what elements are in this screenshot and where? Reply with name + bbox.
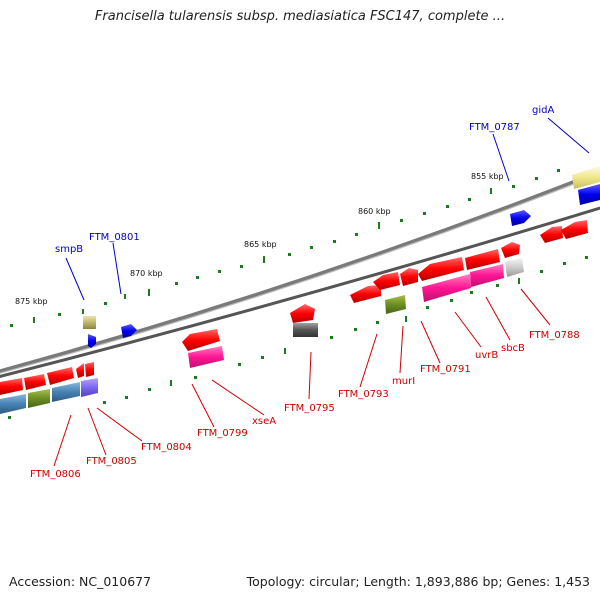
- gene-glyph-smpB[interactable]: [83, 316, 96, 348]
- gene-label-FTM_0787[interactable]: FTM_0787: [469, 122, 520, 133]
- gene-label-gidA[interactable]: gidA: [532, 105, 554, 116]
- genome-summary-text: Topology: circular; Length: 1,893,886 bp…: [246, 574, 590, 589]
- gene-label-FTM_0799[interactable]: FTM_0799: [197, 428, 248, 439]
- leader-lines-upper: [65, 117, 590, 301]
- gene-label-FTM_0788[interactable]: FTM_0788: [529, 330, 580, 341]
- gene-glyph-FTM_0804[interactable]: [47, 362, 98, 402]
- scale-label-870: 870 kbp: [130, 269, 163, 278]
- gene-glyph-murI[interactable]: [385, 295, 406, 314]
- gene-label-FTM_0806[interactable]: FTM_0806: [30, 469, 81, 480]
- gene-label-FTM_0804[interactable]: FTM_0804: [141, 442, 192, 453]
- gene-glyph-FTM_0795[interactable]: [290, 304, 318, 337]
- backbone-inner: [0, 173, 600, 374]
- gene-label-FTM_0791[interactable]: FTM_0791: [420, 364, 471, 375]
- gene-glyph-xseA[interactable]: [188, 346, 224, 368]
- scale-track-lower: [8, 256, 588, 419]
- scale-track-upper: [10, 169, 560, 327]
- gene-glyph-FTM_0806[interactable]: [0, 378, 26, 414]
- gene-glyph-FTM_0805[interactable]: [24, 374, 50, 408]
- gene-glyph-gidA[interactable]: [572, 166, 600, 205]
- gene-glyph-FTM_0791[interactable]: [373, 268, 418, 290]
- scale-label-860: 860 kbp: [358, 207, 391, 216]
- scale-label-865: 865 kbp: [244, 240, 277, 249]
- gene-glyph-uvrB[interactable]: [418, 257, 471, 302]
- gene-label-FTM_0793[interactable]: FTM_0793: [338, 389, 389, 400]
- gene-label-xseA[interactable]: xseA: [252, 416, 276, 427]
- gene-label-FTM_0801[interactable]: FTM_0801: [89, 232, 140, 243]
- gene-glyph-sbcB[interactable]: [465, 242, 524, 287]
- gene-label-murI[interactable]: murI: [392, 376, 415, 387]
- accession-text: Accession: NC_010677: [9, 574, 152, 589]
- gene-glyph-FTM_0787[interactable]: [510, 210, 531, 226]
- gene-label-FTM_0795[interactable]: FTM_0795: [284, 403, 335, 414]
- backbone-outer: [0, 169, 600, 374]
- gene-glyph-FTM_0799[interactable]: [182, 329, 220, 351]
- gene-glyph-FTM_0793[interactable]: [350, 285, 381, 303]
- backbone-lower: [0, 206, 600, 378]
- gene-label-sbcB[interactable]: sbcB: [501, 343, 525, 354]
- gene-label-FTM_0805[interactable]: FTM_0805: [86, 456, 137, 467]
- gene-label-uvrB[interactable]: uvrB: [475, 350, 498, 361]
- leader-lines-lower: [53, 288, 551, 467]
- gene-glyph-FTM_0788[interactable]: [540, 220, 588, 243]
- gene-glyph-FTM_0801[interactable]: [121, 324, 137, 338]
- map-title: Francisella tularensis subsp. mediasiati…: [94, 9, 506, 24]
- scale-label-875: 875 kbp: [15, 297, 48, 306]
- gene-label-smpB[interactable]: smpB: [55, 244, 83, 255]
- scale-label-855: 855 kbp: [471, 172, 504, 181]
